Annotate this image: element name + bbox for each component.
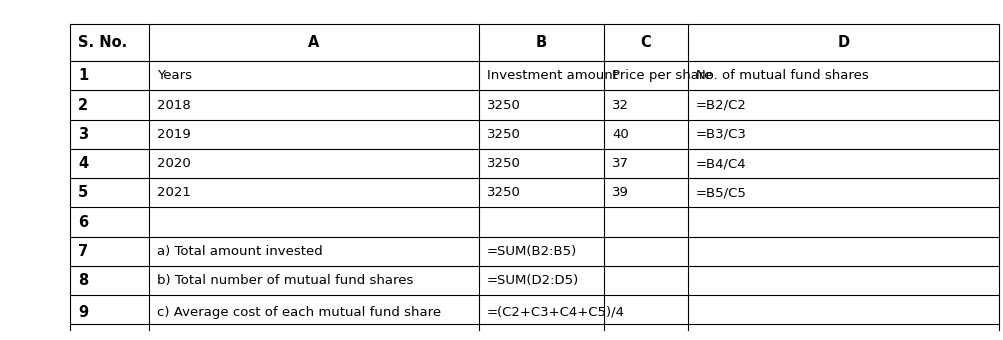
Text: 5: 5 — [78, 185, 88, 200]
Text: 32: 32 — [612, 99, 629, 112]
Text: =B2/C2: =B2/C2 — [695, 99, 746, 112]
Text: 2021: 2021 — [157, 186, 191, 199]
Text: =SUM(D2:D5): =SUM(D2:D5) — [486, 274, 579, 287]
Text: 3250: 3250 — [486, 186, 521, 199]
Text: b) Total number of mutual fund shares: b) Total number of mutual fund shares — [157, 274, 413, 287]
Text: 2: 2 — [78, 98, 88, 113]
Text: 1: 1 — [78, 68, 88, 83]
Text: B: B — [536, 35, 547, 50]
Text: =B3/C3: =B3/C3 — [695, 128, 746, 141]
Text: 7: 7 — [78, 244, 88, 259]
Text: 4: 4 — [78, 156, 88, 171]
Text: 40: 40 — [612, 128, 629, 141]
Text: 2020: 2020 — [157, 157, 191, 170]
Text: Years: Years — [157, 69, 192, 82]
Text: S. No.: S. No. — [78, 35, 127, 50]
Text: 8: 8 — [78, 273, 88, 288]
Text: 3250: 3250 — [486, 128, 521, 141]
Text: 2018: 2018 — [157, 99, 191, 112]
Text: 2019: 2019 — [157, 128, 191, 141]
Text: 6: 6 — [78, 215, 88, 230]
Text: =B4/C4: =B4/C4 — [695, 157, 746, 170]
Text: D: D — [837, 35, 849, 50]
Text: c) Average cost of each mutual fund share: c) Average cost of each mutual fund shar… — [157, 306, 441, 319]
Text: =B5/C5: =B5/C5 — [695, 186, 746, 199]
Text: 9: 9 — [78, 305, 88, 320]
Text: Investment amount: Investment amount — [486, 69, 617, 82]
Text: No. of mutual fund shares: No. of mutual fund shares — [695, 69, 868, 82]
Text: A: A — [308, 35, 319, 50]
Text: 3: 3 — [78, 127, 88, 142]
Text: C: C — [640, 35, 651, 50]
Text: =SUM(B2:B5): =SUM(B2:B5) — [486, 245, 577, 258]
Text: =(C2+C3+C4+C5)/4: =(C2+C3+C4+C5)/4 — [486, 306, 624, 319]
Text: 39: 39 — [612, 186, 629, 199]
Text: Price per share: Price per share — [612, 69, 712, 82]
Text: 37: 37 — [612, 157, 629, 170]
Text: 3250: 3250 — [486, 157, 521, 170]
Text: 3250: 3250 — [486, 99, 521, 112]
Text: a) Total amount invested: a) Total amount invested — [157, 245, 323, 258]
